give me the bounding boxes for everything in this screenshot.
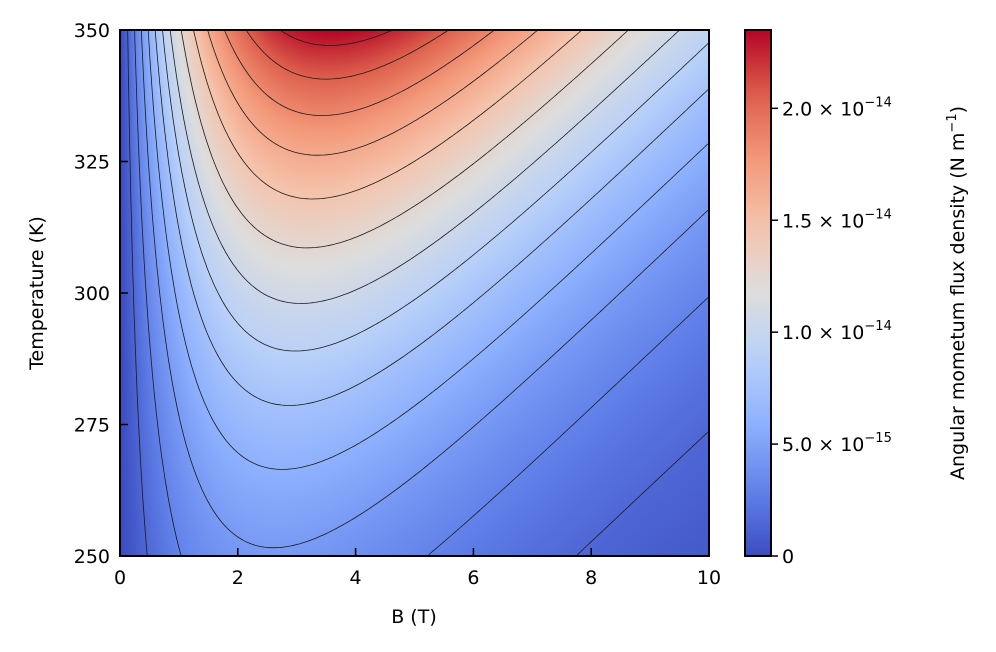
colorbar-label: Angular mometum flux density (N m−1) bbox=[945, 106, 969, 480]
contour-line-5 bbox=[162, 29, 709, 352]
colorbar-tick-label: 1.0 × 10−14 bbox=[782, 319, 892, 344]
x-tick-label: 2 bbox=[232, 567, 244, 589]
colorbar-ticks: 0 5.0 × 10−15 1.0 × 10−14 1.5 × 10−14 2.0 × … bbox=[771, 95, 892, 568]
x-tick-label: 0 bbox=[114, 567, 126, 589]
x-axis-label: B (T) bbox=[391, 606, 437, 628]
colorbar-frame bbox=[744, 29, 772, 557]
x-axis: 0 2 4 6 8 10 bbox=[114, 548, 721, 589]
y-axis-label: Temperature (K) bbox=[26, 216, 48, 371]
colorbar-tick-label: 1.5 × 10−14 bbox=[782, 207, 892, 232]
contour-line-11 bbox=[245, 29, 449, 80]
contour-line-1 bbox=[134, 29, 709, 556]
y-tick-label: 275 bbox=[74, 415, 110, 437]
contour-line-2 bbox=[140, 29, 709, 549]
colorbar bbox=[745, 30, 771, 556]
contour-line-9 bbox=[207, 29, 539, 156]
contour-line-0 bbox=[127, 30, 709, 556]
contour-lines bbox=[127, 29, 709, 556]
y-axis: 250 275 300 325 350 bbox=[74, 20, 128, 568]
contour-line-7 bbox=[180, 29, 629, 249]
contour-line-8 bbox=[193, 29, 583, 200]
y-tick-label: 325 bbox=[74, 152, 110, 174]
contour-line-4 bbox=[154, 29, 709, 406]
y-tick-label: 250 bbox=[74, 546, 110, 568]
contour-line-3 bbox=[147, 29, 709, 470]
x-tick-label: 4 bbox=[350, 567, 362, 589]
y-tick-label: 350 bbox=[74, 20, 110, 42]
contour-line-6 bbox=[169, 29, 680, 304]
colorbar-tick-label: 0 bbox=[782, 546, 794, 568]
contour-line-12 bbox=[279, 29, 393, 46]
x-tick-label: 10 bbox=[697, 567, 721, 589]
x-tick-label: 6 bbox=[467, 567, 479, 589]
colorbar-tick-label: 2.0 × 10−14 bbox=[782, 95, 892, 120]
colorbar-tick-label: 5.0 × 10−15 bbox=[782, 431, 892, 456]
y-tick-label: 300 bbox=[74, 283, 110, 305]
contour-line-10 bbox=[224, 29, 495, 116]
x-tick-label: 8 bbox=[585, 567, 597, 589]
